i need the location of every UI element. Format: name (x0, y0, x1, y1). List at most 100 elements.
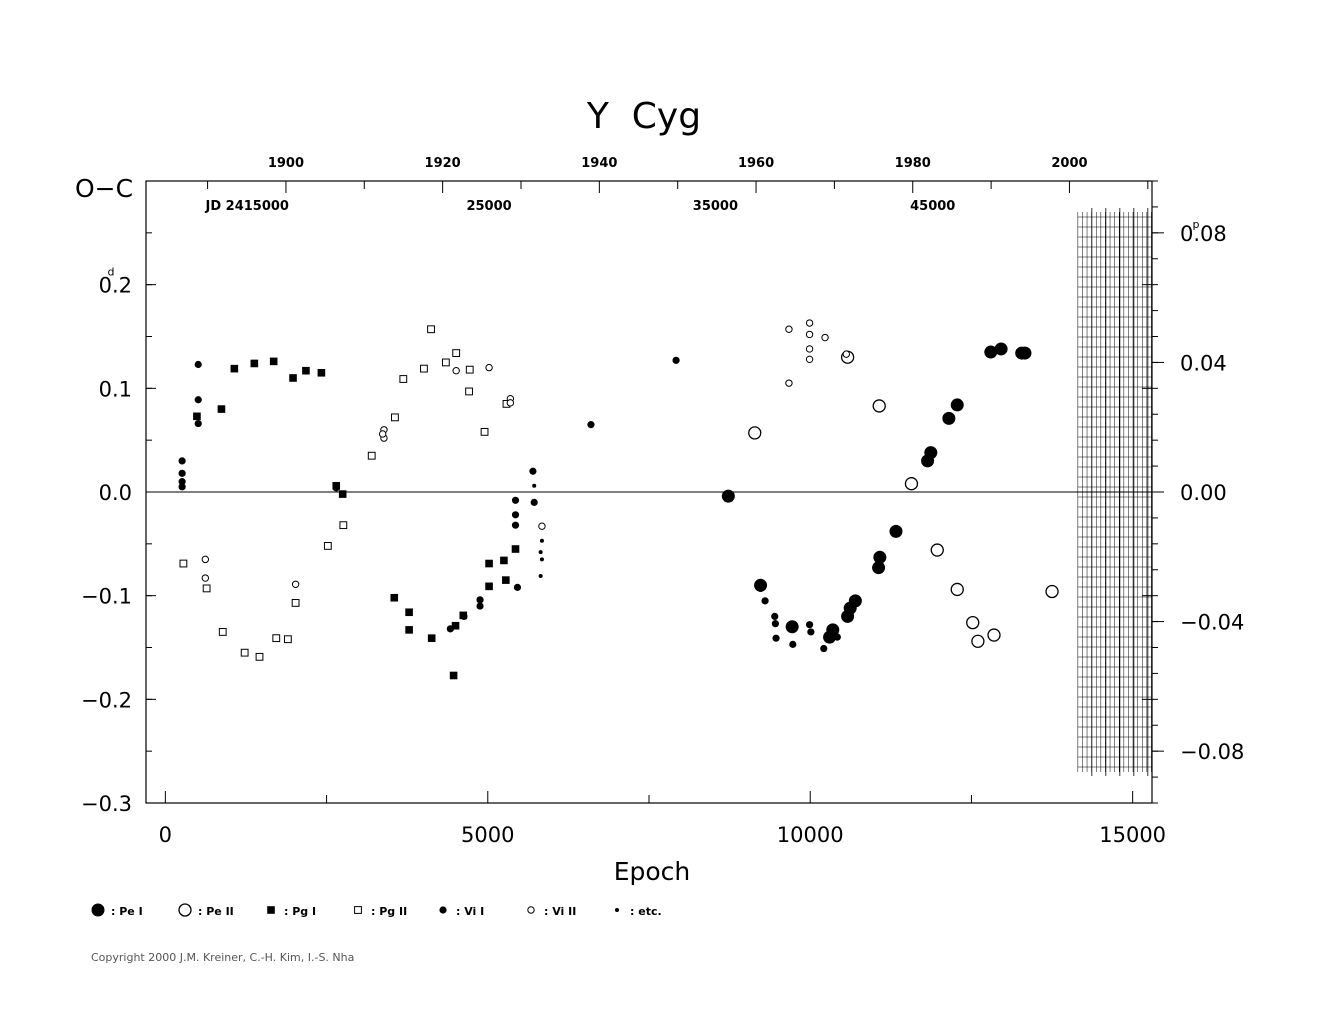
x-tick-label: 0 (159, 823, 172, 847)
data-point-pg1 (405, 608, 413, 617)
data-point-vi1 (460, 612, 468, 621)
data-point-vi2 (785, 379, 793, 387)
data-point-vi1 (178, 469, 186, 477)
x-tick-label: 10000 (777, 823, 844, 847)
data-point-pe1 (984, 345, 998, 359)
legend-symbol-etc (615, 908, 619, 912)
data-point-etc (539, 557, 544, 562)
data-point-pg1 (390, 593, 399, 602)
data-point-vi1 (820, 644, 828, 653)
data-point-vi1 (194, 419, 202, 428)
plot-frame (145, 180, 1153, 804)
y2-tick-label: 0.00 (1180, 481, 1227, 505)
y-axis-title: O−C (75, 174, 133, 203)
data-point-pg1 (269, 357, 278, 366)
y-tick-label: 0.2 (99, 274, 132, 298)
data-point-vi2 (291, 580, 300, 588)
data-point-pg1 (405, 626, 413, 634)
data-point-vi2 (805, 345, 814, 353)
data-point-pg1 (338, 490, 347, 498)
data-point-pg2 (427, 325, 435, 334)
right-axis-ticks: −0.08 −0.04 0.00 0.04 0.08p (1152, 180, 1244, 804)
data-point-vi1 (672, 356, 680, 364)
data-point-pg1 (217, 405, 226, 413)
data-point-pg2 (367, 451, 376, 460)
data-point-vi2 (201, 555, 210, 564)
data-point-pe1 (1018, 346, 1032, 360)
series-vi1 (178, 356, 841, 653)
top-year-label: 2000 (1051, 156, 1087, 171)
data-point-vi2 (378, 430, 387, 438)
top-year-label: 1940 (581, 156, 617, 171)
data-point-vi1 (511, 521, 520, 529)
data-point-pg1 (289, 374, 297, 382)
data-point-pe1 (942, 411, 956, 425)
legend-symbol-pg1 (267, 906, 275, 914)
data-point-pg1 (511, 545, 520, 553)
legend-label: : Vi II (544, 905, 576, 918)
top-year-label: 1960 (738, 156, 774, 171)
data-point-pe2 (904, 477, 919, 491)
data-point-pe1 (924, 446, 938, 460)
data-point-pg2 (202, 584, 211, 593)
x-tick-label: 15000 (1099, 823, 1166, 847)
data-point-pe1 (826, 623, 840, 637)
data-point-pg1 (449, 671, 458, 680)
data-point-pe1 (889, 524, 903, 538)
data-point-pg1 (485, 559, 493, 568)
y-unit-label: d (108, 266, 115, 279)
data-point-vi1 (332, 484, 340, 492)
data-point-pg1 (250, 359, 259, 368)
data-point-vi1 (805, 621, 814, 629)
legend-label: : etc. (630, 905, 662, 918)
data-point-vi1 (511, 511, 520, 519)
data-point-pg2 (452, 349, 461, 357)
data-point-vi1 (529, 467, 537, 475)
data-point-pg2 (291, 599, 300, 607)
y-tick-label: −0.1 (81, 585, 132, 609)
data-point-etc (539, 538, 544, 543)
data-point-pe2 (930, 543, 944, 557)
legend-symbol-vi1 (439, 906, 447, 914)
jd-label: JD 2415000 (205, 199, 289, 214)
data-point-vi1 (772, 634, 780, 642)
jd-label: 35000 (693, 199, 738, 214)
jd-label: 45000 (910, 199, 955, 214)
legend-label: : Pg I (284, 905, 316, 918)
data-point-pg2 (179, 559, 188, 568)
data-point-pe1 (950, 398, 964, 412)
legend-symbol-pe2 (178, 903, 192, 917)
data-point-pe2 (971, 634, 985, 648)
data-point-vi1 (476, 596, 484, 604)
y-tick-label: −0.2 (81, 688, 132, 712)
data-point-pg1 (302, 366, 310, 375)
x-axis-label: Epoch (614, 857, 691, 886)
data-point-pg1 (193, 412, 201, 421)
top-year-label: 1980 (895, 156, 931, 171)
data-point-pg2 (465, 387, 473, 396)
data-point-vi2 (538, 522, 546, 530)
data-point-pg1 (427, 634, 436, 642)
data-point-vi2 (805, 319, 814, 327)
data-point-etc (538, 573, 543, 578)
data-point-vi1 (511, 496, 520, 504)
data-point-pe2 (966, 615, 980, 630)
data-point-pg2 (339, 521, 348, 530)
data-point-vi1 (530, 498, 538, 506)
legend: : Pe I: Pe II: Pg I: Pg II: Vi I: Vi II:… (91, 903, 662, 918)
data-point-vi1 (587, 421, 595, 429)
y-axis-ticks: −0.3 −0.2 −0.1 0.0 0.1 0.2d (81, 180, 1152, 816)
data-point-pg1 (451, 621, 460, 630)
data-point-pg2 (255, 652, 264, 661)
chart-title: Y Cyg (586, 96, 701, 137)
legend-label: : Pe II (198, 905, 234, 918)
data-point-pe2 (872, 399, 886, 413)
data-point-vi1 (833, 633, 841, 641)
data-point-vi1 (513, 583, 522, 591)
data-point-vi2 (506, 399, 515, 407)
data-point-vi1 (771, 612, 779, 621)
data-point-vi2 (201, 574, 210, 582)
data-point-pg2 (218, 628, 227, 636)
data-point-vi1 (194, 396, 202, 404)
